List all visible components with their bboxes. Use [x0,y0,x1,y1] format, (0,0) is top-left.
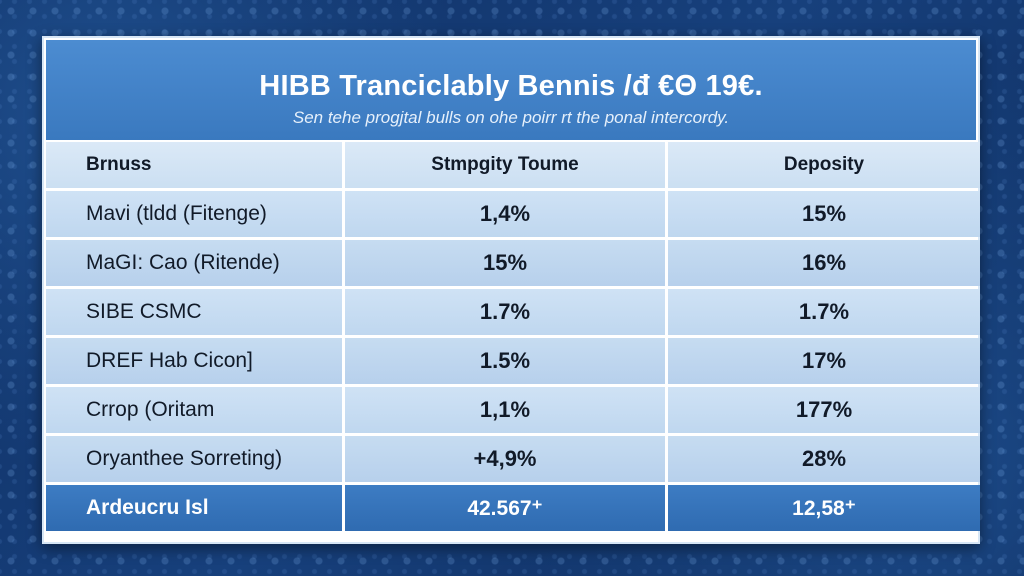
row-value-cell: 1.5% [345,338,665,384]
column-header-deposity: Deposity [668,142,980,188]
row-value-cell: 17% [668,338,980,384]
row-name-cell: DREF Hab Cicon] [46,338,342,384]
comparison-table: Brnuss Stmpgity Toume Deposity Mavi (tld… [46,142,980,531]
row-value-cell: 1,4% [345,191,665,237]
row-value-cell: 1.7% [668,289,980,335]
row-name-cell: MaGI: Cao (Ritende) [46,240,342,286]
row-value-cell: 177% [668,387,980,433]
total-value-cell: 42.567⁺ [345,485,665,531]
row-name-cell: Mavi (tldd (Fitenge) [46,191,342,237]
table-subtitle: Sen tehe progjtal bulls on ohe poirr rt … [292,108,730,127]
row-value-cell: 15% [345,240,665,286]
row-value-cell: 15% [668,191,980,237]
column-header-brnuss: Brnuss [46,142,342,188]
row-value-cell: 16% [668,240,980,286]
table-title: HIBB Tranciclably Bennis /đ €Θ 19€. [259,70,763,102]
row-value-cell: 1,1% [345,387,665,433]
row-name-cell: Oryanthee Sorreting) [46,436,342,482]
row-name-cell: SIBE CSMC [46,289,342,335]
total-label-cell: Ardeucru Isl [46,485,342,531]
row-value-cell: +4,9% [345,436,665,482]
comparison-table-panel: HIBB Tranciclably Bennis /đ €Θ 19€. Sen … [42,36,980,544]
table-header-banner: HIBB Tranciclably Bennis /đ €Θ 19€. Sen … [46,40,976,140]
column-header-stmpgity-toume: Stmpgity Toume [345,142,665,188]
total-value-cell: 12,58⁺ [668,485,980,531]
row-name-cell: Crrop (Oritam [46,387,342,433]
row-value-cell: 28% [668,436,980,482]
row-value-cell: 1.7% [345,289,665,335]
